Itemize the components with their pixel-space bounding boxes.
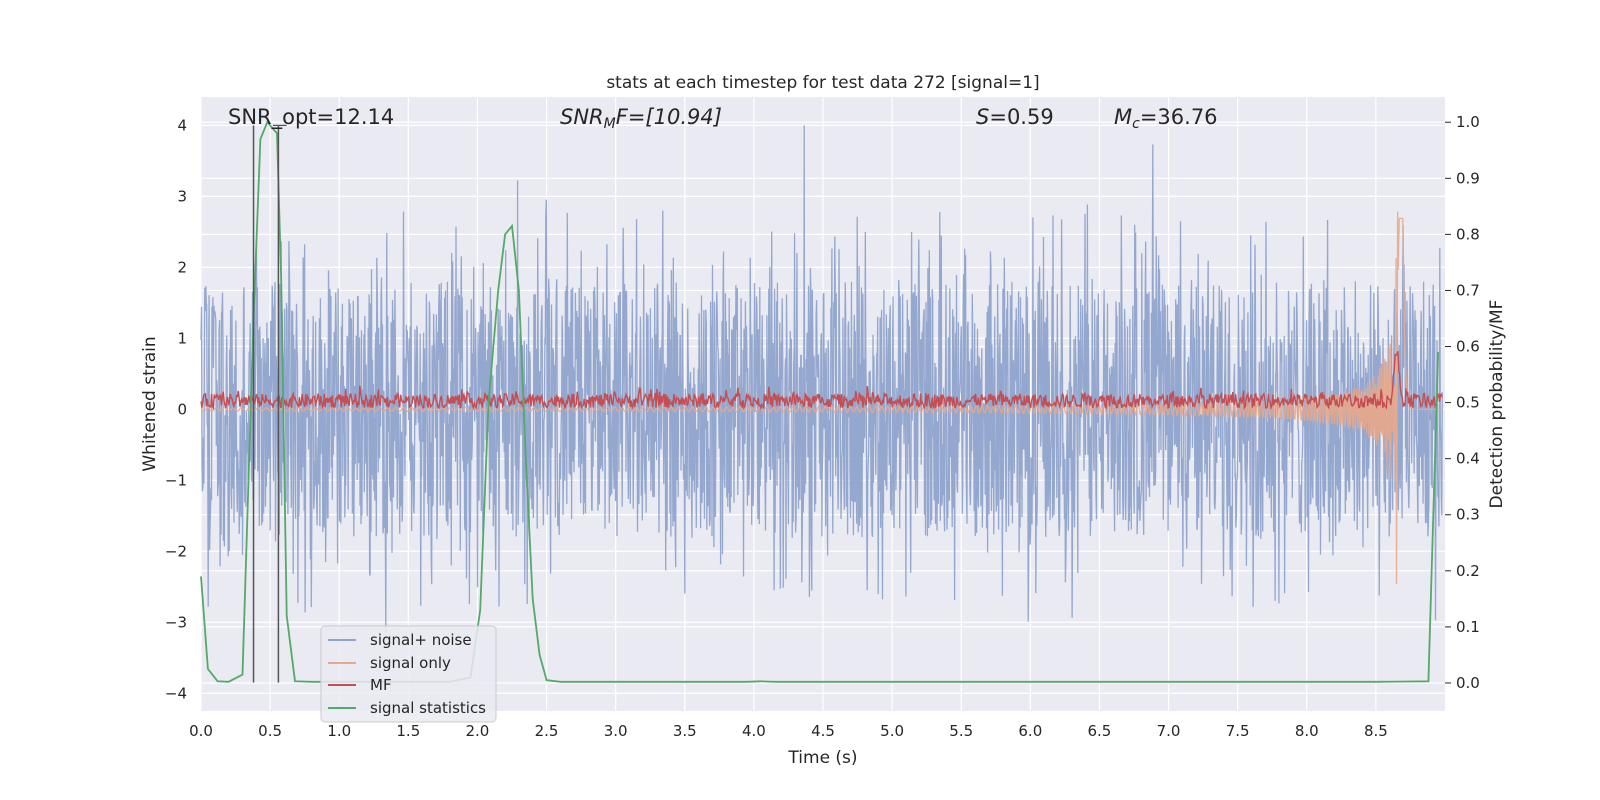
x-tick-label-1: 0.5 — [258, 722, 282, 740]
x-tick-label-2: 1.0 — [327, 722, 351, 740]
x-tick-label-10: 5.0 — [880, 722, 904, 740]
y-right-tick-label-10: 0.0 — [1456, 674, 1480, 692]
x-tick-label-15: 7.5 — [1226, 722, 1250, 740]
annotation-snr-mf-sub: M — [604, 116, 616, 132]
signal-statistics-line — [200, 120, 1439, 683]
vertical-markers — [252, 124, 287, 683]
y-axis-label: Whitened strain — [140, 336, 160, 471]
annotation-snr-opt: SNR_opt=12.14 — [228, 105, 394, 130]
signal-noise-line — [200, 125, 1443, 632]
y-tick-label-5: −1 — [165, 471, 187, 489]
x-tick-label-6: 3.0 — [604, 722, 628, 740]
x-tick-label-14: 7.0 — [1157, 722, 1181, 740]
x-axis-label: Time (s) — [787, 748, 857, 768]
x-tick-label-17: 8.5 — [1364, 722, 1388, 740]
y-tick-label-6: −2 — [165, 542, 187, 560]
mf-line — [200, 350, 1443, 411]
annotation-s-tail: =0.59 — [989, 105, 1053, 129]
annotation-mc-main: M — [1114, 105, 1132, 129]
chart-title: stats at each timestep for test data 272… — [606, 73, 1039, 93]
x-tick-label-0: 0.0 — [189, 722, 213, 740]
signal-only-series — [200, 211, 1443, 585]
legend-label-signal-noise: signal+ noise — [370, 631, 472, 649]
y-axis-label-right: Detection probability/MF — [1487, 300, 1507, 509]
y-right-tick-label-1: 0.9 — [1456, 169, 1480, 187]
y-right-tick-label-6: 0.4 — [1456, 450, 1480, 468]
annotation-snr-mf-main: SNR — [560, 105, 604, 129]
signal-only-line — [200, 211, 1443, 585]
y-tick-label-3: 1 — [177, 329, 187, 347]
y-tick-label-4: 0 — [177, 400, 187, 418]
legend-box — [320, 625, 497, 723]
y-tick-label-8: −4 — [165, 684, 187, 702]
y-right-tick-label-2: 0.8 — [1456, 225, 1480, 243]
x-tick-label-7: 3.5 — [673, 722, 697, 740]
annotation-s: S=0.59 — [976, 105, 1054, 129]
y-right-tick-label-4: 0.6 — [1456, 338, 1480, 356]
mf-series — [200, 350, 1443, 411]
legend: signal+ noise signal only MF signal stat… — [320, 625, 497, 723]
x-tick-label-3: 1.5 — [396, 722, 420, 740]
y-tick-label-0: 4 — [177, 116, 187, 134]
annotation-s-main: S — [976, 105, 989, 129]
x-tick-label-16: 8.0 — [1295, 722, 1319, 740]
annotation-mc-tail: =36.76 — [1140, 105, 1218, 129]
legend-label-signal-statistics: signal statistics — [370, 699, 486, 717]
annotation-snr-mf: SNRMF=[10.94] — [560, 105, 722, 132]
y-ticks-left: 4 3 2 1 0 −1 −2 −3 −4 — [165, 116, 187, 702]
annotation-mc: Mc=36.76 — [1114, 105, 1218, 132]
x-tick-label-13: 6.5 — [1088, 722, 1112, 740]
signal-noise-series — [200, 125, 1443, 632]
x-tick-label-11: 5.5 — [949, 722, 973, 740]
y-ticks-right: 1.0 0.9 0.8 0.7 0.6 0.5 0.4 0.3 0.2 0.1 0.0 — [1445, 113, 1480, 692]
y-right-tick-label-3: 0.7 — [1456, 281, 1480, 299]
y-right-tick-label-9: 0.1 — [1456, 618, 1480, 636]
legend-label-signal-only: signal only — [370, 654, 451, 672]
y-right-tick-label-5: 0.5 — [1456, 394, 1480, 412]
annotation-snr-mf-tail: F=[10.94] — [616, 105, 722, 129]
annotation-mc-sub: c — [1132, 116, 1140, 132]
y-tick-label-7: −3 — [165, 613, 187, 631]
signal-statistics-series — [200, 120, 1439, 683]
y-right-tick-label-7: 0.3 — [1456, 506, 1480, 524]
x-tick-label-9: 4.5 — [811, 722, 835, 740]
y-tick-label-1: 3 — [177, 187, 187, 205]
x-tick-label-12: 6.0 — [1018, 722, 1042, 740]
x-tick-label-5: 2.5 — [535, 722, 559, 740]
y-right-tick-label-8: 0.2 — [1456, 562, 1480, 580]
y-tick-label-2: 2 — [177, 258, 187, 276]
x-tick-label-4: 2.0 — [466, 722, 490, 740]
x-ticks: 0.0 0.5 1.0 1.5 2.0 2.5 3.0 3.5 4.0 4.5 5.0 5.5 6.0 6… — [189, 722, 1388, 740]
y-right-tick-label-0: 1.0 — [1456, 113, 1480, 131]
legend-label-mf: MF — [370, 676, 392, 694]
x-tick-label-8: 4.0 — [742, 722, 766, 740]
